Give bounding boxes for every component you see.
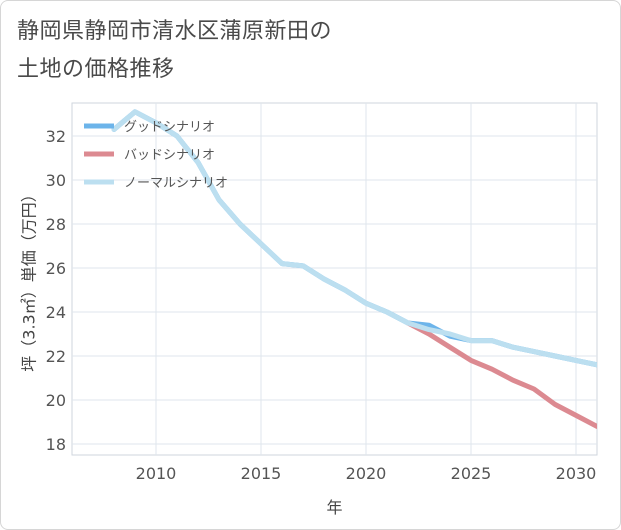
- y-tick-label: 26: [46, 259, 66, 278]
- legend-label-1: グッドシナリオ: [124, 120, 215, 135]
- x-tick-label: 2020: [346, 464, 387, 483]
- y-tick-label: 20: [46, 391, 66, 410]
- y-tick-label: 28: [46, 215, 66, 234]
- series-line-2: [405, 320, 597, 429]
- y-tick-label: 32: [46, 127, 66, 146]
- chart-title-line-1: 静岡県静岡市清水区蒲原新田の: [17, 19, 333, 44]
- x-tick-label: 2010: [136, 464, 177, 483]
- x-tick-label: 2015: [241, 464, 282, 483]
- chart-title: 静岡県静岡市清水区蒲原新田の 土地の価格推移: [17, 13, 577, 89]
- series-line-3: [111, 109, 597, 368]
- chart-title-line-2: 土地の価格推移: [17, 57, 175, 82]
- y-tick-label: 30: [46, 171, 66, 190]
- y-tick-label: 22: [46, 347, 66, 366]
- plot-area: [71, 102, 598, 456]
- legend-label-3: ノーマルシナリオ: [124, 176, 228, 191]
- y-axis-title: 坪（3.3㎡）単価（万円）: [20, 186, 39, 371]
- x-axis-title: 年: [326, 498, 342, 517]
- legend-label-2: バッドシナリオ: [124, 148, 215, 163]
- x-tick-label: 2025: [451, 464, 492, 483]
- y-tick-label: 24: [46, 303, 66, 322]
- y-tick-label: 18: [46, 435, 66, 454]
- x-tick-label: 2030: [556, 464, 597, 483]
